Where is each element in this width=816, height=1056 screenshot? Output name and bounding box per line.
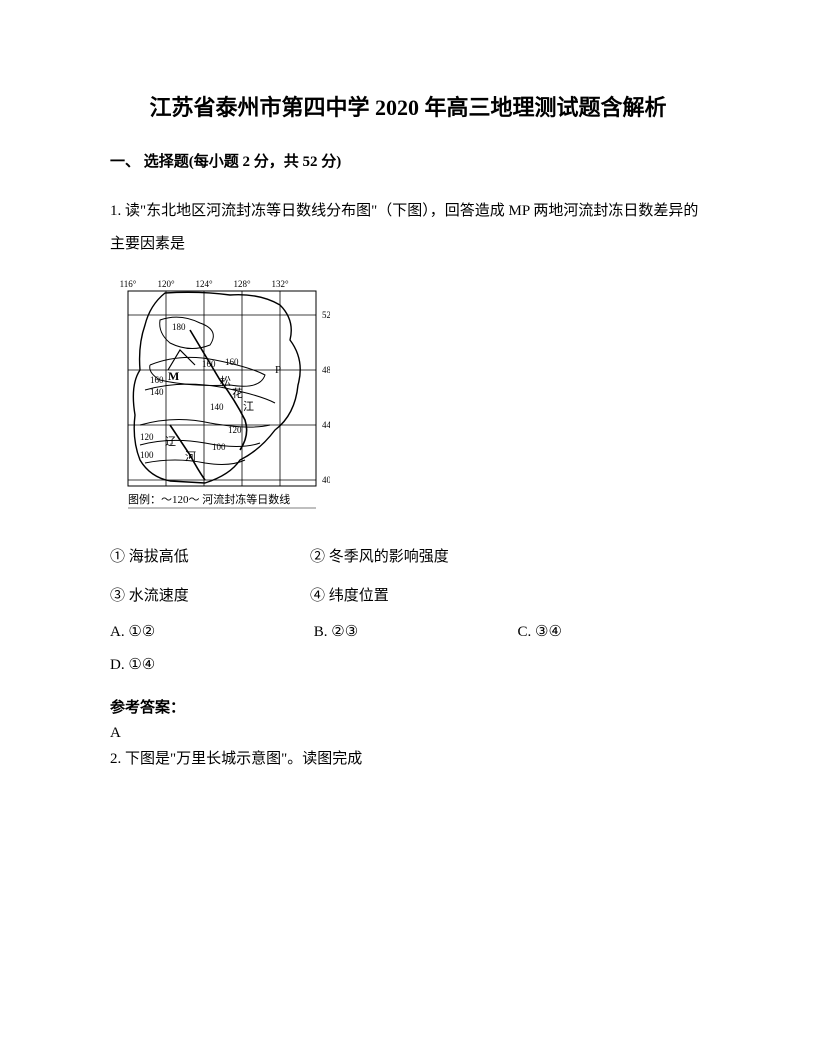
q1-choice-d: D. ①④ [110,649,310,682]
lat-0: 52° [322,310,330,320]
lon-1: 120° [157,279,175,289]
contour-v-0: 180 [172,322,186,332]
q1-answer-label: 参考答案： [110,696,706,717]
contour-v-9: 100 [212,442,226,452]
map-legend: 图例：〜120〜 河流封冻等日数线 [128,492,290,506]
lat-2: 44° [322,420,330,430]
q1-answer-value: A [110,725,706,742]
q1-s2: ② 冬季风的影响强度 [310,538,449,577]
q1-choice-a: A. ①② [110,616,310,649]
contour-v-7: 120 [228,425,242,435]
q1-s1: ① 海拔高低 [110,538,310,577]
contour-v-4: 140 [150,387,164,397]
river-songhua-1: 松 [220,374,231,388]
lat-1: 48° [322,365,330,375]
contour-v-2: 160 [225,357,239,367]
q1-statements-row2: ③ 水流速度 ④ 纬度位置 [110,577,706,616]
point-m: M [168,369,179,383]
page-title: 江苏省泰州市第四中学 2020 年高三地理测试题含解析 [110,90,706,122]
q1-figure: 116° 120° 124° 128° 132° 52° 48° 44° 40°… [110,275,706,520]
contour-v-1: 160 [202,359,216,369]
q2-stem: 2. 下图是"万里长城示意图"。读图完成 [110,746,706,773]
river-liao-2: 河 [185,450,196,463]
river-songhua-3: 江 [243,400,254,413]
river-songhua-2: 花 [232,387,243,400]
q1-stem: 1. 读"东北地区河流封冻等日数线分布图"（下图），回答造成 MP 两地河流封冻… [110,195,706,261]
lon-2: 124° [195,279,213,289]
q1-choice-b: B. ②③ [314,616,514,649]
lon-3: 128° [233,279,251,289]
q1-s4: ④ 纬度位置 [310,577,389,616]
lat-3: 40° [322,475,330,485]
section-header: 一、 选择题(每小题 2 分，共 52 分) [110,150,706,171]
point-p: P [275,364,281,376]
contour-v-6: 120 [140,432,154,442]
q1-s3: ③ 水流速度 [110,577,310,616]
river-liao-1: 辽 [165,435,176,448]
q1-choice-c: C. ③④ [518,616,678,649]
lon-0: 116° [120,279,137,289]
contour-v-3: 160 [150,375,164,385]
contour-v-8: 100 [140,450,154,460]
contour-v-5: 140 [210,402,224,412]
q1-choices: A. ①② B. ②③ C. ③④ D. ①④ [110,616,706,682]
q1-statements-row1: ① 海拔高低 ② 冬季风的影响强度 [110,538,706,577]
lon-4: 132° [271,279,289,289]
